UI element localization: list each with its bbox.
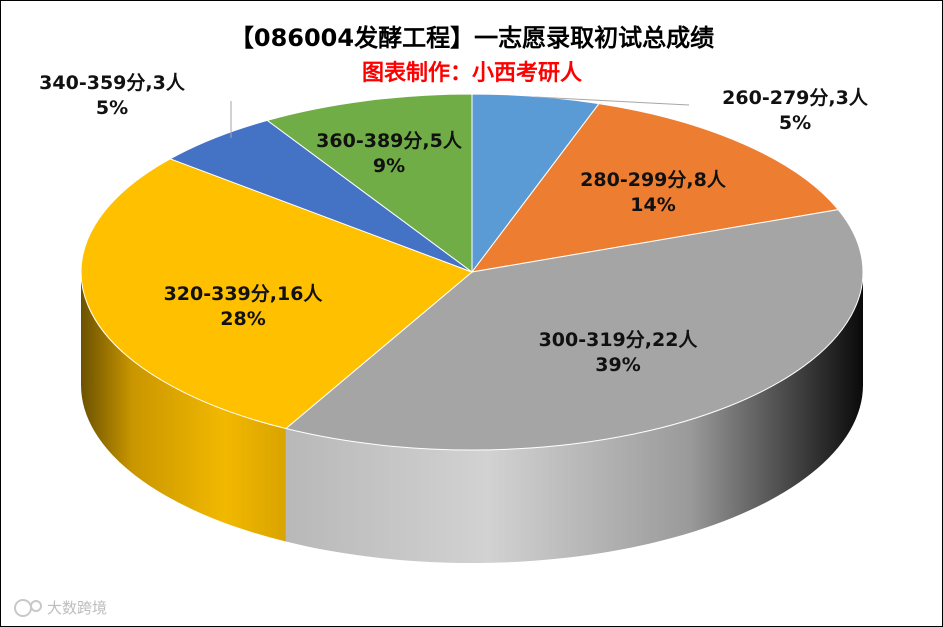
percent-label-6: 9% (373, 155, 405, 177)
pie-top-faces (80, 93, 864, 451)
pie-side-walls (81, 272, 864, 564)
weibo-logo-icon (14, 599, 42, 617)
percent-label-4: 28% (220, 308, 265, 330)
data-label-3: 300-319分,22人 (539, 329, 699, 351)
data-label-2: 280-299分,8人 (580, 169, 727, 191)
data-label-6: 360-389分,5人 (316, 130, 463, 152)
percent-label-3: 39% (595, 354, 640, 376)
pie-slice-6 (266, 93, 473, 273)
percent-label-2: 14% (630, 194, 675, 216)
pie-slice-2 (470, 103, 840, 273)
percent-label-5: 5% (96, 97, 128, 119)
pie-slice-4 (80, 158, 473, 430)
chart-subtitle: 图表制作：小西考研人 (362, 61, 582, 86)
chart-title: 【086004发酵工程】一志愿录取初试总成绩 (230, 24, 714, 52)
leader-lines (230, 96, 690, 138)
data-label-4: 320-339分,16人 (164, 283, 324, 305)
data-label-5: 340-359分,3人 (39, 72, 186, 94)
pie-slice-3 (284, 209, 864, 451)
leader-line-1 (534, 96, 690, 106)
data-labels: 260-279分,3人 5% 280-299分,8人 14% 300-319分,22人 3… (39, 72, 869, 376)
pie-side-3 (285, 272, 864, 564)
data-label-1: 260-279分,3人 (722, 87, 869, 109)
percent-label-1: 5% (779, 112, 811, 134)
pie-side-4 (81, 272, 286, 542)
watermark: 大数跨境 (14, 599, 107, 617)
watermark-text: 大数跨境 (47, 599, 107, 617)
